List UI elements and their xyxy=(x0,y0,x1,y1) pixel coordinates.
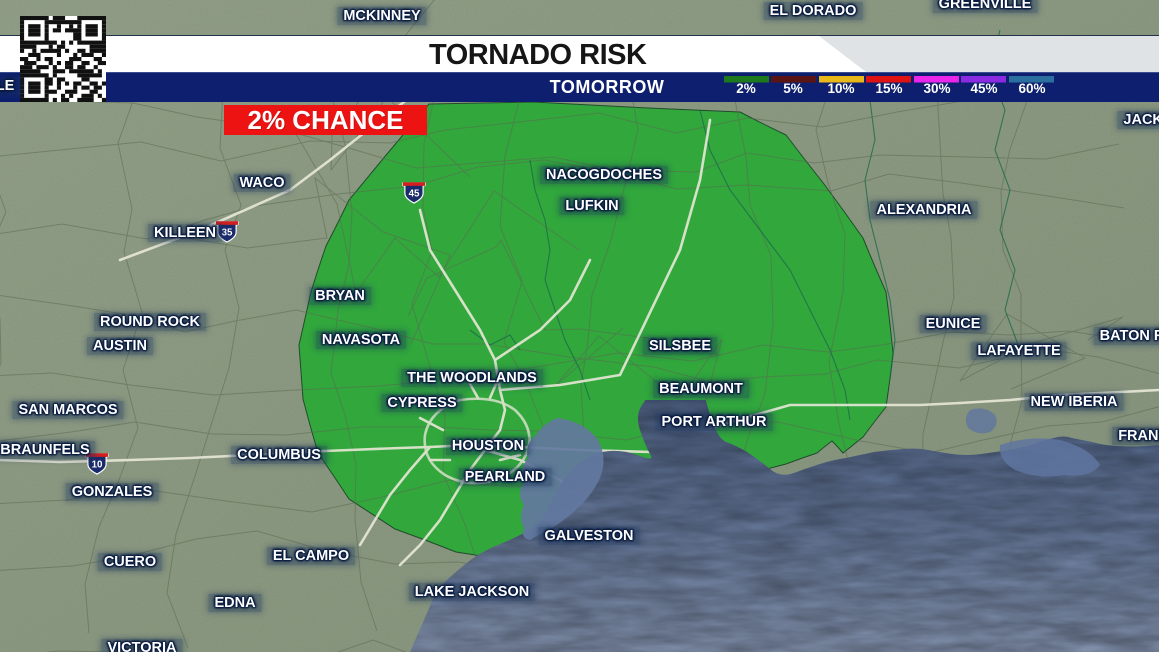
svg-text:5%: 5% xyxy=(783,81,803,96)
svg-text:45: 45 xyxy=(409,189,420,200)
svg-text:35: 35 xyxy=(222,228,233,239)
svg-text:30%: 30% xyxy=(923,81,950,96)
svg-text:10: 10 xyxy=(92,460,103,471)
svg-text:60%: 60% xyxy=(1018,81,1045,96)
svg-text:2%: 2% xyxy=(736,81,756,96)
svg-text:45%: 45% xyxy=(970,81,997,96)
svg-text:10%: 10% xyxy=(827,81,854,96)
svg-text:15%: 15% xyxy=(875,81,902,96)
